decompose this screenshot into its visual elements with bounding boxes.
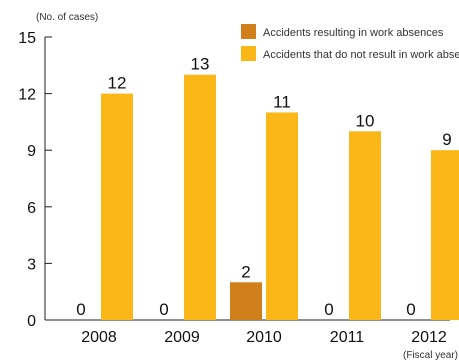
y-axis-unit-label: (No. of cases) [36,12,98,23]
bar-label-no-absence-2008: 12 [108,74,127,93]
bar-no-absence-2009 [184,74,216,320]
bars [101,74,459,320]
data-labels: 0 12 0 13 2 11 0 10 0 9 [76,55,451,319]
y-tick-label: 15 [18,30,36,47]
bar-no-absence-2011 [349,131,381,320]
x-tick-label: 2010 [246,329,282,346]
legend-swatch-2 [241,46,256,61]
legend-swatch-1 [241,24,256,39]
x-tick-label: 2009 [164,329,200,346]
legend: Accidents resulting in work absences Acci… [241,24,459,61]
bar-label-absence-2009: 0 [159,300,168,319]
x-tick-label: 2012 [411,329,447,346]
y-tick-label: 12 [18,87,36,104]
y-tick-label: 9 [27,143,36,160]
x-tick-label: 2008 [81,329,117,346]
bar-no-absence-2010 [266,112,298,320]
legend-label-1: Accidents resulting in work absences [263,27,444,39]
bar-label-absence-2008: 0 [76,300,85,319]
bar-no-absence-2012 [431,150,459,320]
y-tick-label: 6 [27,200,36,217]
y-tick-label: 3 [27,256,36,273]
x-tick-label: 2011 [330,329,365,346]
y-tick-label: 0 [27,313,36,330]
bar-label-no-absence-2009: 13 [191,55,210,74]
bar-label-absence-2012: 0 [406,300,415,319]
bar-label-no-absence-2011: 10 [356,111,375,130]
bar-label-absence-2011: 0 [324,300,333,319]
bar-label-absence-2010: 2 [241,262,250,281]
bar-label-no-absence-2012: 9 [442,130,451,149]
x-axis-unit-label: (Fiscal year) [403,350,458,361]
legend-label-2: Accidents that do not result in work abs… [263,49,459,61]
bar-label-no-absence-2010: 11 [273,92,291,111]
bar-absence-2010 [230,282,262,320]
bar-no-absence-2008 [101,93,133,320]
